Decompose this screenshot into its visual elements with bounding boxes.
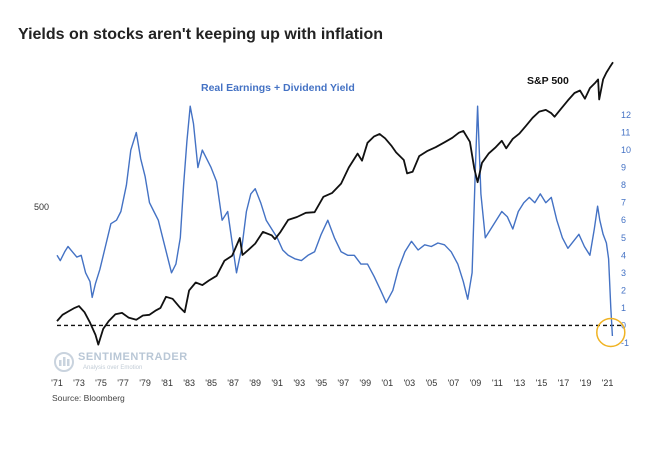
x-tick-label: '95 — [315, 378, 327, 388]
right-tick-label: 7 — [621, 198, 626, 208]
x-tick-label: '15 — [536, 378, 548, 388]
source-note: Source: Bloomberg — [52, 393, 125, 403]
right-tick-label: -1 — [621, 338, 629, 348]
chart-title: Yields on stocks aren't keeping up with … — [18, 26, 383, 43]
watermark-tagline: Analysis over Emotion — [83, 365, 142, 371]
x-tick-label: '83 — [183, 378, 195, 388]
x-tick-label: '91 — [271, 378, 283, 388]
x-tick-label: '73 — [73, 378, 85, 388]
series-sp500 — [56, 61, 614, 346]
left-axis: 500 — [34, 202, 49, 212]
x-axis: '71 '73 '75 '77 '79 '81 '83 '85 '87 '89 '91 '93 '95 '… — [51, 378, 613, 388]
x-tick-label: '07 — [447, 378, 459, 388]
right-tick-label: 12 — [621, 110, 631, 120]
x-tick-label: '13 — [514, 378, 526, 388]
x-tick-label: '79 — [139, 378, 151, 388]
x-tick-label: '81 — [161, 378, 173, 388]
right-tick-label: 2 — [621, 285, 626, 295]
left-tick-label: 500 — [34, 202, 49, 212]
x-tick-label: '09 — [470, 378, 482, 388]
x-tick-label: '17 — [558, 378, 570, 388]
x-tick-label: '05 — [425, 378, 437, 388]
x-tick-label: '71 — [51, 378, 63, 388]
watermark-logo — [54, 352, 74, 372]
blue-series-label: Real Earnings + Dividend Yield — [201, 82, 355, 94]
right-tick-label: 4 — [621, 250, 626, 260]
right-tick-label: 5 — [621, 233, 626, 243]
x-tick-label: '89 — [249, 378, 261, 388]
series-real-earnings-dividend-yield — [56, 105, 614, 337]
x-tick-label: '99 — [359, 378, 371, 388]
x-tick-label: '21 — [602, 378, 614, 388]
x-tick-label: '19 — [580, 378, 592, 388]
x-tick-label: '77 — [117, 378, 129, 388]
sp500-label: S&P 500 — [527, 75, 569, 87]
x-tick-label: '93 — [293, 378, 305, 388]
x-tick-label: '03 — [403, 378, 415, 388]
highlight-circle — [596, 317, 626, 348]
x-tick-label: '85 — [205, 378, 217, 388]
x-tick-label: '87 — [227, 378, 239, 388]
right-tick-label: 10 — [621, 145, 631, 155]
right-tick-label: 9 — [621, 163, 626, 173]
watermark-name: SENTIMENTRADER — [78, 351, 188, 363]
x-tick-label: '11 — [492, 378, 503, 388]
right-tick-label: 1 — [621, 303, 626, 313]
x-tick-label: '97 — [337, 378, 349, 388]
right-tick-label: 3 — [621, 268, 626, 278]
right-tick-label: 11 — [621, 128, 630, 138]
right-tick-label: 8 — [621, 180, 626, 190]
watermark: SENTIMENTRADER Analysis over Emotion — [54, 351, 188, 372]
x-tick-label: '75 — [95, 378, 107, 388]
x-tick-label: '01 — [381, 378, 393, 388]
right-tick-label: 6 — [621, 215, 626, 225]
